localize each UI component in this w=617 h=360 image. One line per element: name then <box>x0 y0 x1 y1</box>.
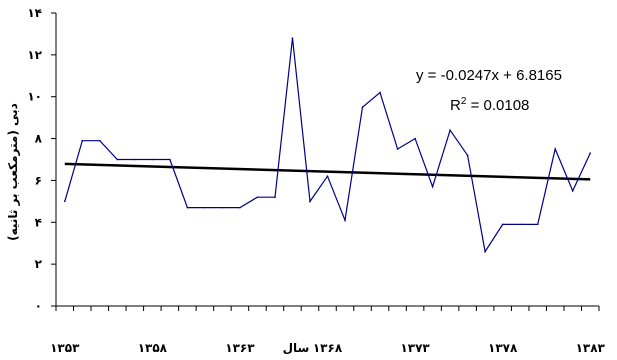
series-group <box>63 37 592 254</box>
y-axis-label: دبی (مترمکعب بر ثانیه) <box>6 103 20 241</box>
data-point <box>221 206 224 209</box>
data-point <box>326 175 329 178</box>
x-tick-label: ۱۳۶۸ <box>313 341 343 355</box>
x-axis-label: سال <box>283 341 310 355</box>
data-point <box>239 206 241 209</box>
data-point <box>309 200 311 203</box>
r-squared: R2 = 0.0108 <box>450 96 529 114</box>
r-squared-prefix: R <box>450 97 461 114</box>
data-point <box>449 129 451 131</box>
data-point <box>151 158 154 161</box>
data-point <box>571 190 574 192</box>
data-point <box>554 148 557 150</box>
data-point <box>63 200 66 203</box>
data-point <box>186 206 189 209</box>
data-point <box>291 37 294 39</box>
x-tick-label: ۱۳۶۳ <box>225 341 255 355</box>
x-tick-label: ۱۳۸۳ <box>576 341 606 355</box>
data-point <box>169 158 171 161</box>
data-point <box>414 137 416 140</box>
data-point <box>98 139 101 142</box>
x-ticks: ۱۳۵۳ ۱۳۵۸ ۱۳۶۳ ۱۳۶۸ ۱۳۷۳ ۱۳۷۸ ۱۳۸۳ <box>50 306 606 355</box>
data-point <box>379 91 381 94</box>
data-point <box>501 223 504 226</box>
axes <box>55 13 599 307</box>
x-tick-label: ۱۳۷۳ <box>400 341 430 355</box>
data-point <box>134 158 136 161</box>
data-point <box>116 158 119 161</box>
x-tick-label: ۱۳۵۳ <box>50 341 80 355</box>
y-tick-label: ۰ <box>35 299 42 313</box>
r-squared-sup: 2 <box>461 96 467 107</box>
data-point <box>484 250 486 253</box>
trend-equation: y = -0.0247x + 6.8165 <box>416 67 562 84</box>
data-point <box>519 223 521 226</box>
x-tick-label: ۱۳۵۸ <box>138 341 168 355</box>
y-tick-label: ۱۲ <box>27 48 42 62</box>
y-ticks: ۰ ۲ ۴ ۶ ۸ ۱۰ ۱۲ ۱۴ <box>27 6 56 313</box>
y-tick-label: ۲ <box>35 257 43 271</box>
trendline-group <box>64 162 591 181</box>
trend-line <box>64 162 591 181</box>
data-point <box>204 206 206 209</box>
data-point <box>274 196 276 198</box>
y-tick-label: ۶ <box>35 173 42 187</box>
data-point <box>536 223 539 226</box>
data-point <box>361 106 364 108</box>
y-tick-label: ۱۰ <box>27 90 42 104</box>
data-point <box>431 185 434 188</box>
data-point <box>81 139 84 142</box>
data-point <box>466 154 469 157</box>
data-point <box>256 196 259 198</box>
y-tick-label: ۴ <box>35 215 42 229</box>
y-tick-label: ۸ <box>35 132 43 146</box>
x-tick-label: ۱۳۷۸ <box>488 341 518 355</box>
data-point <box>589 152 592 155</box>
y-tick-label: ۱۴ <box>27 6 42 20</box>
r-squared-value: = 0.0108 <box>466 97 529 114</box>
data-point <box>344 219 346 221</box>
data-point <box>396 148 399 150</box>
